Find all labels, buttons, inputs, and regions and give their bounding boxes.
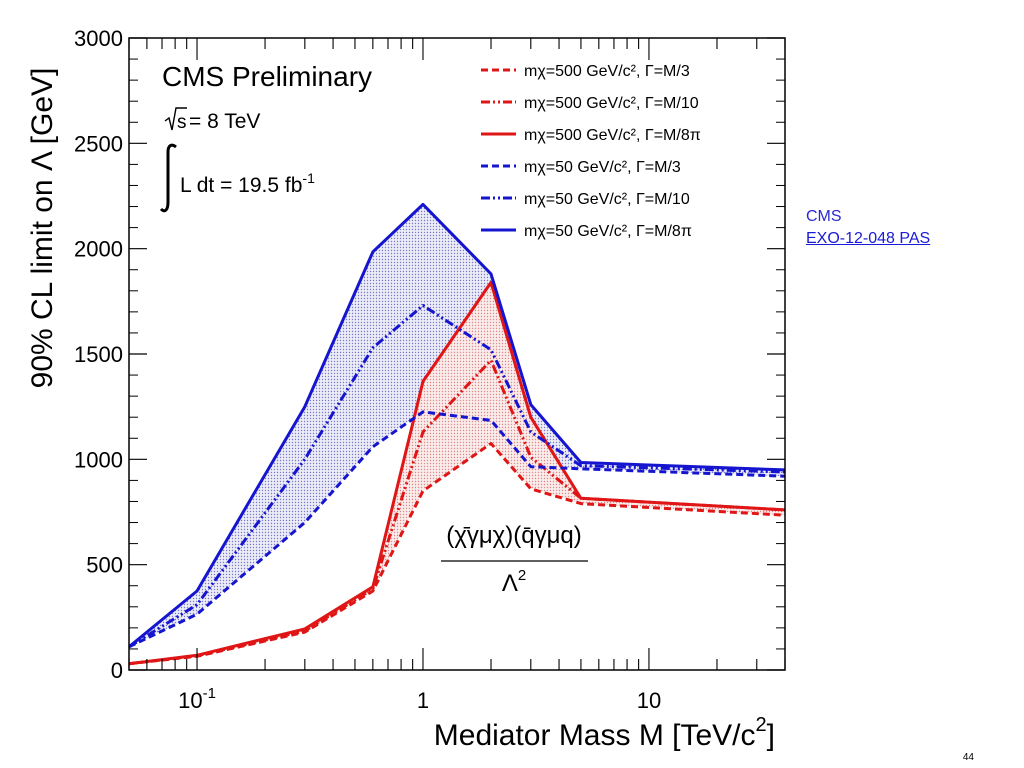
band-red [129,282,785,664]
reference-link[interactable]: EXO-12-048 PAS [806,230,931,247]
x-tick-label: 10 [637,688,661,713]
svg-text:Λ2: Λ2 [502,567,526,597]
org-label: CMS [806,208,842,225]
series-line-3 [129,410,785,649]
series-lines [129,202,785,666]
energy-value: = 8 TeV [189,110,260,133]
x-axis-label: Mediator Mass M [TeV/c2] [434,714,775,752]
page-number: 44 [962,752,974,763]
formula: (χ̄γμχ)(q̄γμq) Λ2 [441,522,588,597]
lumi-text: L dt = 19.5 fb [180,174,302,197]
y-tick-label: 2000 [74,237,123,262]
y-tick-label: 0 [111,658,123,683]
band-blue [129,204,785,647]
x-tick-label: 10-1 [178,685,216,713]
x-axis-label-sup: 2 [756,714,767,736]
x-axis: 10-1 1 10 [128,38,786,713]
fill-bands [129,204,785,664]
svg-text:L dt = 19.5 fb-1: L dt = 19.5 fb-1 [180,170,315,197]
energy-root: s [177,112,187,133]
legend: mχ=500 GeV/c², Γ=M/3 mχ=500 GeV/c², Γ=M/1… [481,63,701,240]
legend-label-1: mχ=500 GeV/c², Γ=M/10 [524,95,699,112]
legend-label-3: mχ=50 GeV/c², Γ=M/3 [524,159,681,176]
x-axis-label-main: Mediator Mass M [TeV/c [434,719,756,752]
y-axis: 0 500 1000 1500 2000 2500 3000 [74,26,785,683]
formula-denominator-sup: 2 [518,567,526,584]
y-tick-label: 1500 [74,342,123,367]
lumi-sup: -1 [302,170,315,186]
legend-label-4: mχ=50 GeV/c², Γ=M/10 [524,191,690,208]
series-line-2 [129,280,785,666]
y-tick-label: 500 [86,553,123,578]
side-links: CMS EXO-12-048 PAS [806,206,930,250]
integral-sign [159,143,177,213]
legend-label-0: mχ=500 GeV/c², Γ=M/3 [524,63,690,80]
formula-denominator: Λ [502,570,518,597]
series-line-5 [129,202,785,648]
y-axis-label: 90% CL limit on Λ [GeV] [26,68,59,389]
series-line-4 [129,304,785,649]
y-tick-label: 2500 [74,131,123,156]
x-tick-label: 1 [417,688,429,713]
legend-label-5: mχ=50 GeV/c², Γ=M/8π [524,223,692,240]
lumi-label: L dt = 19.5 fb-1 [159,143,315,213]
experiment-label: CMS Preliminary [162,61,372,92]
legend-label-2: mχ=500 GeV/c², Γ=M/8π [524,127,701,144]
sqrt-sign [164,107,187,131]
y-tick-label: 3000 [74,26,123,51]
x-axis-label-end: ] [767,719,775,752]
formula-numerator: (χ̄γμχ)(q̄γμq) [446,522,582,549]
energy-label: s = 8 TeV [164,107,260,133]
y-tick-label: 1000 [74,447,123,472]
